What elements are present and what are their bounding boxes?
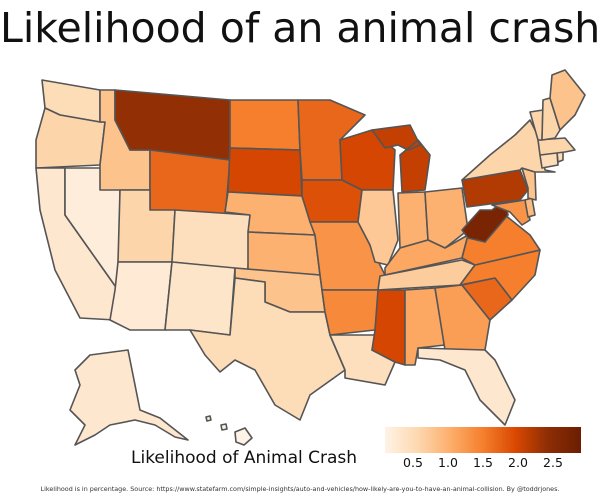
state-co xyxy=(171,209,251,271)
state-ar xyxy=(321,289,381,336)
state-sd xyxy=(227,147,303,197)
state-il xyxy=(357,189,399,266)
state-az xyxy=(109,261,173,331)
state-ga xyxy=(434,284,491,351)
state-mi xyxy=(371,124,431,193)
state-nm xyxy=(164,261,236,336)
state-layer xyxy=(35,69,586,446)
legend-title: Likelihood of Animal Crash xyxy=(131,448,358,468)
legend-tick-label: 0.5 xyxy=(403,455,423,470)
legend-tick-label: 1.5 xyxy=(473,455,493,470)
state-nh xyxy=(541,97,561,141)
legend-tick-label: 2.5 xyxy=(543,455,563,470)
state-hi xyxy=(205,415,253,446)
state-nd xyxy=(229,99,301,151)
state-ak xyxy=(69,349,189,446)
state-mt xyxy=(114,89,231,161)
state-in xyxy=(397,191,429,249)
map-title: Likelihood of an animal crash xyxy=(0,4,600,52)
state-ks xyxy=(247,231,321,276)
state-fl xyxy=(417,347,516,426)
legend-ticks: 0.5 1.0 1.5 2.0 2.5 xyxy=(385,455,581,475)
state-ny xyxy=(461,119,556,181)
state-me xyxy=(549,69,586,131)
state-md xyxy=(491,199,531,226)
state-oh xyxy=(424,187,469,249)
legend-tick-label: 1.0 xyxy=(438,455,458,470)
state-ma xyxy=(537,137,576,156)
source-footnote: Likelihood is in percentage. Source: htt… xyxy=(40,485,560,493)
legend-color-bar xyxy=(385,427,581,453)
legend-tick-label: 2.0 xyxy=(508,455,528,470)
